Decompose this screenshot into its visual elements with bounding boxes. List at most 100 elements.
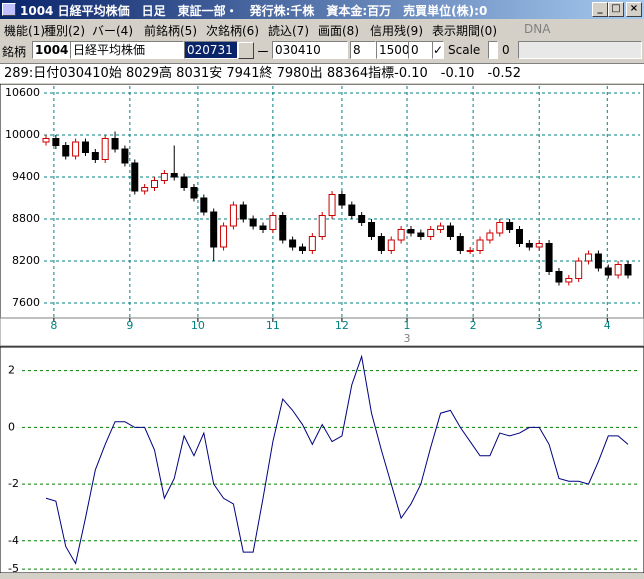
y-tick-label: 2 — [8, 364, 15, 377]
indicator-panel — [0, 346, 644, 574]
candle-body — [151, 180, 159, 188]
candle-body — [486, 232, 494, 241]
y-tick-label: 0 — [8, 420, 15, 433]
spin-button[interactable] — [238, 42, 254, 59]
candle-body — [180, 176, 188, 188]
status-strip — [0, 573, 644, 579]
menu-item[interactable]: バー(4) — [92, 24, 133, 38]
code-field[interactable]: 1004 — [32, 41, 72, 59]
candle-body — [496, 222, 504, 234]
range-separator: ー — [257, 45, 270, 59]
x-tick-label: 1 — [404, 319, 411, 332]
maximize-button[interactable]: □ — [608, 2, 624, 17]
menu-item[interactable]: 信用残(9) — [370, 24, 423, 38]
toolbar: 銘柄 1004 日経平均株価 020731 ー 030410 8 1500 0 … — [0, 38, 644, 62]
from-field[interactable]: 020731 — [184, 41, 238, 59]
y-tick-label: 8800 — [12, 212, 40, 225]
candle-body — [328, 194, 336, 216]
candle-body — [141, 187, 149, 192]
candle-body — [249, 218, 257, 227]
offset-field[interactable]: 0 — [408, 41, 434, 59]
candle-body — [298, 246, 306, 251]
scale-value-checkbox[interactable] — [488, 41, 498, 59]
window-title: 1004 日経平均株価 日足 東証一部・ 発行株:千株 資本金:百万 売買単位(… — [20, 4, 488, 18]
candle-body — [456, 236, 464, 251]
x-tick-label: 4 — [604, 319, 611, 332]
candle-body — [555, 271, 563, 283]
bar-width-field[interactable]: 8 — [350, 41, 376, 59]
menu-item[interactable]: 次銘柄(6) — [206, 24, 259, 38]
candle-body — [535, 243, 543, 248]
code-label: 銘柄 — [2, 45, 27, 59]
candle-body — [190, 187, 198, 199]
candle-body — [229, 204, 237, 227]
candle-body — [170, 173, 178, 178]
indicator-line — [45, 354, 629, 565]
candle-body — [210, 211, 218, 248]
count-field[interactable]: 1500 — [376, 41, 410, 59]
menu-item[interactable]: 読込(7) — [268, 24, 309, 38]
candle-body — [81, 141, 89, 153]
y-tick-label: -2 — [8, 477, 19, 490]
candle-body — [91, 152, 99, 160]
candle-body — [318, 215, 326, 237]
menu-item[interactable]: 表示期間(0) — [432, 24, 497, 38]
x-tick-label: 3 — [536, 319, 543, 332]
scale-label: Scale — [448, 43, 481, 57]
candle-body — [397, 229, 405, 241]
candle-body — [594, 253, 602, 269]
minimize-button[interactable]: _ — [592, 2, 608, 17]
candle-body — [289, 239, 297, 248]
candle-body — [377, 236, 385, 251]
candle-body — [575, 260, 583, 279]
candle-body — [279, 215, 287, 241]
y-tick-label: 10600 — [5, 86, 40, 99]
y-tick-label: 8200 — [12, 254, 40, 267]
scale-value: 0 — [502, 43, 510, 57]
candle-body — [121, 148, 129, 164]
menu-item[interactable]: 画面(8) — [318, 24, 359, 38]
candle-body — [239, 204, 247, 220]
candle-body — [368, 222, 376, 237]
y-tick-label: -4 — [8, 534, 19, 547]
year-label: 3 — [404, 332, 411, 345]
candle-body — [585, 253, 593, 262]
candle-body — [62, 145, 70, 157]
candle-body — [446, 225, 454, 237]
close-button[interactable]: × — [626, 2, 642, 17]
menu-item[interactable]: DNA — [524, 22, 551, 36]
candle-body — [259, 225, 267, 230]
candle-body — [506, 222, 514, 230]
menu-item[interactable]: 機能(1) — [4, 24, 45, 38]
name-field[interactable]: 日経平均株価 — [70, 41, 184, 59]
y-tick-label: 9400 — [12, 170, 40, 183]
candle-body — [308, 236, 316, 251]
candle-body — [52, 138, 60, 146]
candle-body — [624, 264, 632, 276]
menu-item[interactable]: 種別(2) — [44, 24, 85, 38]
candle-body — [565, 278, 573, 283]
info-line: 289:日付030410始 8029高 8031安 7941終 7980出 88… — [0, 63, 644, 83]
y-tick-label: -5 — [8, 562, 19, 575]
candle-body — [348, 204, 356, 216]
x-tick-label: 8 — [50, 319, 57, 332]
candle-body — [515, 229, 523, 244]
app-icon — [2, 3, 16, 16]
price-panel — [0, 84, 644, 319]
y-tick-label: 10000 — [5, 128, 40, 141]
candle-body — [545, 243, 553, 272]
x-tick-label: 12 — [335, 319, 349, 332]
candle-body — [437, 225, 445, 230]
menu-item[interactable]: 前銘柄(5) — [144, 24, 197, 38]
to-field[interactable]: 030410 — [272, 41, 348, 59]
candle-body — [525, 243, 533, 248]
scale-checkbox[interactable]: ✓ — [432, 41, 444, 59]
candle-body — [387, 239, 395, 251]
scroll-bar[interactable] — [518, 41, 642, 59]
candle-body — [200, 197, 208, 213]
candle-body — [338, 194, 346, 206]
menu-bar: 機能(1) 種別(2) バー(4) 前銘柄(5) 次銘柄(6) 読込(7) 画面(8) 信用残… — [0, 20, 644, 38]
date-axis-panel — [0, 317, 644, 347]
candle-body — [614, 264, 622, 276]
